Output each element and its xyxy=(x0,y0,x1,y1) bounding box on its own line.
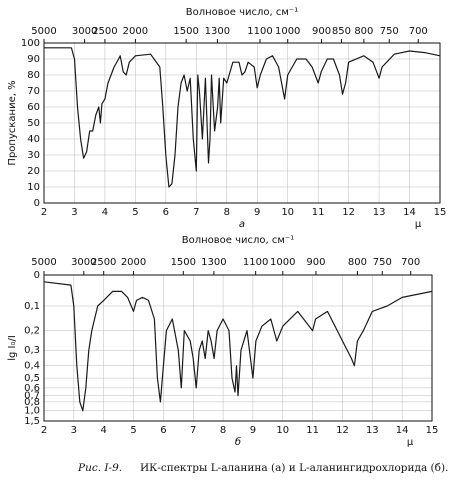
x-tick-label: 6 xyxy=(160,425,166,436)
x-tick-label: 14 xyxy=(403,207,416,218)
y-tick-label: 0,4 xyxy=(24,361,40,372)
x2-tick-label: 900 xyxy=(306,257,325,268)
y-axis-label: lg I₀/I xyxy=(7,335,18,361)
x2-axis-label: Волновое число, см⁻¹ xyxy=(182,235,294,246)
y-tick-label: 100 xyxy=(21,38,40,49)
x2-tick-label: 2000 xyxy=(121,257,146,268)
caption-label: Рис. I-9. xyxy=(77,462,122,474)
x-tick-label: 10 xyxy=(281,207,294,218)
x2-tick-label: 3000 xyxy=(71,257,96,268)
x-unit-label: μ xyxy=(407,437,414,448)
y-tick-label: 90 xyxy=(27,54,40,65)
x2-tick-label: 900 xyxy=(312,26,331,37)
x2-tick-label: 2500 xyxy=(92,26,117,37)
x2-tick-label: 800 xyxy=(354,26,373,37)
x2-tick-label: 1000 xyxy=(270,257,295,268)
x-tick-label: 11 xyxy=(306,425,319,436)
y-tick-label: 0 xyxy=(34,198,40,209)
x-tick-label: 13 xyxy=(373,207,386,218)
x-tick-label: 4 xyxy=(102,207,108,218)
x2-tick-label: 1500 xyxy=(171,257,196,268)
y-tick-label: 0,7 xyxy=(24,391,40,402)
x-tick-label: 9 xyxy=(254,207,260,218)
x-tick-label: 5 xyxy=(132,207,138,218)
y-tick-label: 80 xyxy=(27,70,40,81)
x-tick-label: 8 xyxy=(224,207,230,218)
y-tick-label: 0,2 xyxy=(24,326,40,337)
y-tick-label: 1,0 xyxy=(24,406,40,417)
x-tick-label: 15 xyxy=(434,207,447,218)
panel-label: б xyxy=(235,436,241,448)
x-tick-label: 2 xyxy=(41,207,47,218)
panel-label: а xyxy=(239,219,245,230)
x-tick-label: 13 xyxy=(366,425,379,436)
x-tick-label: 9 xyxy=(250,425,256,436)
x-tick-label: 10 xyxy=(276,425,289,436)
x2-tick-label: 700 xyxy=(401,257,420,268)
x2-axis-label: Волновое число, см⁻¹ xyxy=(186,7,298,18)
x-tick-label: 12 xyxy=(342,207,355,218)
x-tick-label: 3 xyxy=(71,207,77,218)
y-tick-label: 10 xyxy=(27,182,40,193)
y-tick-label: 40 xyxy=(27,134,40,145)
x-tick-label: 14 xyxy=(396,425,409,436)
x2-tick-label: 2000 xyxy=(123,26,148,37)
x-tick-label: 8 xyxy=(220,425,226,436)
y-tick-label: 70 xyxy=(27,86,40,97)
x2-tick-label: 850 xyxy=(332,26,351,37)
y-tick-label: 0,3 xyxy=(24,345,40,356)
x-tick-label: 4 xyxy=(101,425,107,436)
y-tick-label: 0,5 xyxy=(24,373,40,384)
y-tick-label: 30 xyxy=(27,150,40,161)
y-tick-label: 20 xyxy=(27,166,40,177)
spectrum-line xyxy=(44,47,441,188)
x2-tick-label: 800 xyxy=(348,257,367,268)
y-tick-label: 0 xyxy=(34,270,40,281)
y-tick-label: 50 xyxy=(27,118,40,129)
x2-tick-label: 2500 xyxy=(91,257,116,268)
plot-frame xyxy=(43,274,433,422)
x2-tick-label: 1100 xyxy=(243,257,268,268)
x-tick-label: 12 xyxy=(336,425,349,436)
x2-tick-label: 1300 xyxy=(201,257,226,268)
x2-tick-label: 700 xyxy=(409,26,428,37)
y-tick-label: 60 xyxy=(27,102,40,113)
x-tick-label: 11 xyxy=(312,207,325,218)
x2-tick-label: 1500 xyxy=(173,26,198,37)
y-axis-label: Пропускание, % xyxy=(7,80,18,165)
x-tick-label: 3 xyxy=(71,425,77,436)
x2-tick-label: 750 xyxy=(380,26,399,37)
x-tick-label: 7 xyxy=(190,425,196,436)
x2-tick-label: 1000 xyxy=(275,26,300,37)
x2-tick-label: 5000 xyxy=(31,257,56,268)
caption-text: ИК-спектры L-аланина (а) и L-аланингидро… xyxy=(140,462,448,474)
x-tick-label: 2 xyxy=(41,425,47,436)
y-tick-label: 0,1 xyxy=(24,301,40,312)
x-tick-label: 7 xyxy=(193,207,199,218)
spectrum-line xyxy=(43,281,433,412)
x2-tick-label: 5000 xyxy=(31,26,56,37)
x2-tick-label: 750 xyxy=(373,257,392,268)
y-tick-label: 0,6 xyxy=(24,383,40,394)
x-tick-label: 6 xyxy=(163,207,169,218)
plot-frame xyxy=(43,42,441,204)
x2-tick-label: 1100 xyxy=(247,26,272,37)
x-tick-label: 5 xyxy=(130,425,136,436)
y-tick-label: 1,5 xyxy=(24,416,40,427)
x-unit-label: μ xyxy=(415,219,422,230)
y-tick-label: 0,8 xyxy=(24,397,40,408)
x2-tick-label: 1300 xyxy=(205,26,230,37)
x2-tick-label: 3000 xyxy=(72,26,97,37)
x-tick-label: 15 xyxy=(426,425,439,436)
